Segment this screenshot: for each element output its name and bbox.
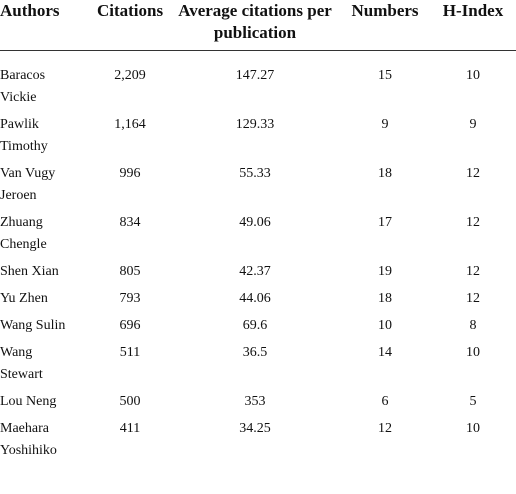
value-cell: 10: [466, 421, 480, 436]
column-header: H-Index: [430, 0, 516, 51]
table-row: Lou Neng 500 353 6 5: [0, 386, 516, 413]
value-cell: 2,209: [114, 68, 146, 83]
author-cell: Maehara Yoshihiko: [0, 421, 57, 458]
author-cell: Wang Stewart: [0, 345, 43, 382]
author-cell: Lou Neng: [0, 394, 57, 409]
table-body: Baracos Vickie 2,209 147.27 15 10 Pawlik Timo…: [0, 51, 516, 463]
column-header: Citations: [90, 0, 170, 51]
value-cell: 500: [119, 394, 141, 409]
author-cell: Wang Sulin: [0, 318, 66, 333]
value-cell: 18: [378, 166, 392, 181]
value-cell: 147.27: [235, 68, 275, 83]
value-cell: 15: [378, 68, 392, 83]
value-cell: 353: [244, 394, 266, 409]
author-cell: Pawlik Timothy: [0, 117, 48, 154]
value-cell: 12: [466, 215, 480, 230]
value-cell: 411: [119, 421, 141, 436]
value-cell: 793: [119, 291, 141, 306]
header-row: Authors Citations Average citations per pu…: [0, 0, 516, 51]
column-header: Authors: [0, 0, 90, 51]
author-cell: Shen Xian: [0, 264, 59, 279]
value-cell: 69.6: [242, 318, 268, 333]
value-cell: 12: [378, 421, 392, 436]
table-row: Maehara Yoshihiko 411 34.25 12 10: [0, 413, 516, 462]
value-cell: 5: [469, 394, 477, 409]
value-cell: 18: [378, 291, 392, 306]
column-header: Average citations per publication: [170, 0, 340, 51]
table-row: Wang Sulin 696 69.6 10 8: [0, 310, 516, 337]
author-cell: Yu Zhen: [0, 291, 48, 306]
value-cell: 17: [378, 215, 392, 230]
value-cell: 49.06: [239, 215, 271, 230]
author-cell: Zhuang Chengle: [0, 215, 47, 252]
value-cell: 511: [119, 345, 141, 360]
table-row: Zhuang Chengle 834 49.06 17 12: [0, 207, 516, 256]
value-cell: 55.33: [239, 166, 271, 181]
column-header: Numbers: [340, 0, 430, 51]
table-row: Shen Xian 805 42.37 19 12: [0, 256, 516, 283]
value-cell: 36.5: [242, 345, 268, 360]
value-cell: 42.37: [239, 264, 271, 279]
value-cell: 10: [466, 345, 480, 360]
value-cell: 696: [119, 318, 141, 333]
author-cell: Van Vugy Jeroen: [0, 166, 56, 203]
value-cell: 6: [381, 394, 389, 409]
value-cell: 834: [119, 215, 141, 230]
value-cell: 9: [381, 117, 389, 132]
table-row: Baracos Vickie 2,209 147.27 15 10: [0, 51, 516, 110]
table-row: Van Vugy Jeroen 996 55.33 18 12: [0, 158, 516, 207]
value-cell: 996: [119, 166, 141, 181]
citation-table: Authors Citations Average citations per pu…: [0, 0, 516, 463]
value-cell: 10: [466, 68, 480, 83]
value-cell: 44.06: [239, 291, 271, 306]
table-row: Yu Zhen 793 44.06 18 12: [0, 283, 516, 310]
value-cell: 34.25: [239, 421, 271, 436]
author-cell: Baracos Vickie: [0, 68, 46, 105]
value-cell: 1,164: [114, 117, 146, 132]
value-cell: 12: [466, 291, 480, 306]
table-row: Pawlik Timothy 1,164 129.33 9 9: [0, 109, 516, 158]
value-cell: 12: [466, 166, 480, 181]
table-row: Wang Stewart 511 36.5 14 10: [0, 337, 516, 386]
value-cell: 9: [469, 117, 477, 132]
value-cell: 19: [378, 264, 392, 279]
value-cell: 14: [378, 345, 392, 360]
value-cell: 805: [119, 264, 141, 279]
value-cell: 12: [466, 264, 480, 279]
value-cell: 8: [469, 318, 477, 333]
value-cell: 10: [378, 318, 392, 333]
value-cell: 129.33: [235, 117, 275, 132]
